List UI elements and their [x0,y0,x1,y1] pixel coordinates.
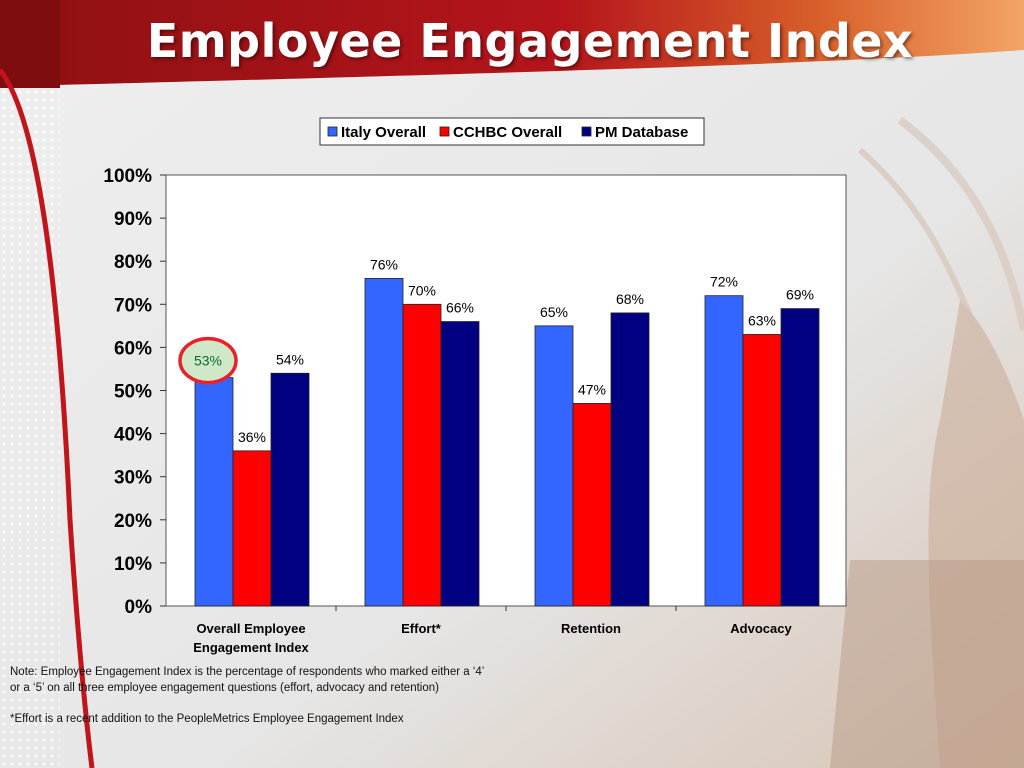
data-label: 72% [710,274,738,290]
slide-title: Employee Engagement Index [146,14,914,68]
x-category-label: Advocacy [730,621,792,636]
note-line-2: or a ‘5’ on all three employee engagemen… [10,682,439,694]
note-text: Note: Employee Engagement Index is the p… [10,664,484,696]
y-tick-label: 100% [103,166,152,187]
data-label: 54% [276,351,304,367]
bar-italy-overall [364,278,404,607]
bar-cchbc-overall [402,303,442,607]
footnote: *Effort is a recent addition to the Peop… [10,713,404,725]
legend: Italy Overall CCHBC Overall PM Database [319,117,705,146]
data-label: 70% [408,282,436,298]
y-tick-label: 20% [114,511,152,532]
data-label: 69% [786,287,814,303]
bar-italy-overall [194,377,234,607]
legend-swatch-pm-database [581,126,592,137]
bar-italy-overall [534,325,574,607]
legend-label: CCHBC Overall [453,124,562,141]
bar-cchbc-overall [572,403,612,607]
bar-cchbc-overall [232,450,272,607]
data-label: 47% [578,381,606,397]
x-category-label: Retention [561,621,621,636]
x-category-label: Effort* [401,621,442,636]
data-label: 63% [748,312,776,328]
bar-pm-database [610,312,650,607]
y-tick-label: 10% [114,554,152,575]
plot-area: 0% 10% 20% 30% 40% 50% 60% 70% 80% 90% 100% Overall… [103,166,847,655]
highlight-circle [178,336,238,385]
bar-cchbc-overall [742,334,782,607]
legend-swatch-italy-overall [327,126,338,137]
data-label: 76% [370,256,398,272]
data-label: 68% [616,291,644,307]
data-label: 66% [446,300,474,316]
y-tick-label: 50% [114,382,152,403]
legend-box [319,117,705,146]
legend-label: PM Database [595,124,688,141]
bar-italy-overall [704,295,744,607]
y-tick-label: 40% [114,425,152,446]
x-category-label: Overall Employee Engagement Index [193,621,309,655]
data-label: 36% [238,429,266,445]
y-tick-label: 90% [114,209,152,230]
bar-pm-database [270,372,310,607]
y-tick-label: 30% [114,468,152,489]
y-tick-label: 60% [114,338,152,359]
y-tick-label: 0% [125,597,153,618]
data-label: 65% [540,304,568,320]
y-tick-label: 80% [114,252,152,273]
bar-pm-database [780,308,820,607]
legend-swatch-cchbc-overall [439,126,450,137]
data-label: 53% [194,353,222,369]
legend-label: Italy Overall [341,124,426,141]
note-line-1: Note: Employee Engagement Index is the p… [10,666,485,678]
y-tick-label: 70% [114,295,152,316]
bar-pm-database [440,321,480,607]
